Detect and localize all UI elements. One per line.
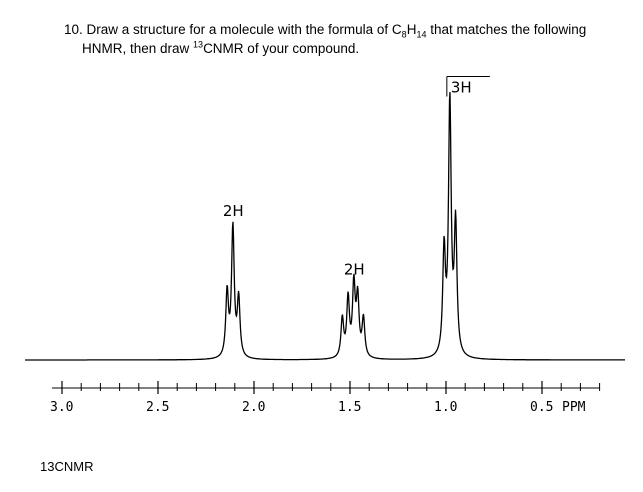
question-line2-part1: HNMR, then draw <box>82 41 194 56</box>
integration-label-3: 3H <box>451 79 472 97</box>
question-text-part2: H <box>406 22 417 37</box>
integration-label-2: 2H <box>344 261 365 279</box>
isotope-superscript: 13 <box>193 39 204 50</box>
formula-subscript-h: 14 <box>416 29 427 40</box>
x-axis-unit-label: PPM <box>562 400 586 415</box>
integration-label-1: 2H <box>223 202 244 220</box>
question-text: 10. Draw a structure for a molecule with… <box>64 20 624 58</box>
x-tick-label: 2.0 <box>242 400 265 415</box>
spectrum-trace <box>25 91 625 361</box>
x-tick-label: 1.5 <box>338 400 361 415</box>
x-tick-label: 3.0 <box>50 400 73 415</box>
question-text-part1: Draw a structure for a molecule with the… <box>86 22 402 37</box>
spectrum-layer: 2H 2H 3H 3.0 2.5 2.0 1.5 1.0 0.5 PPM <box>25 76 625 415</box>
question-line2: HNMR, then draw 13CNMR of your compound. <box>64 39 624 58</box>
formula-subscript-c: 8 <box>401 29 407 40</box>
question-line2-part2: CNMR of your compound. <box>203 41 360 56</box>
carbon-nmr-label: 13CNMR <box>40 459 94 474</box>
x-tick-label: 2.5 <box>146 400 169 415</box>
x-tick-label: 1.0 <box>434 400 457 415</box>
question-number: 10. <box>64 22 83 37</box>
question-text-part3: that matches the following <box>426 22 587 37</box>
x-tick-label: 0.5 <box>530 400 553 415</box>
